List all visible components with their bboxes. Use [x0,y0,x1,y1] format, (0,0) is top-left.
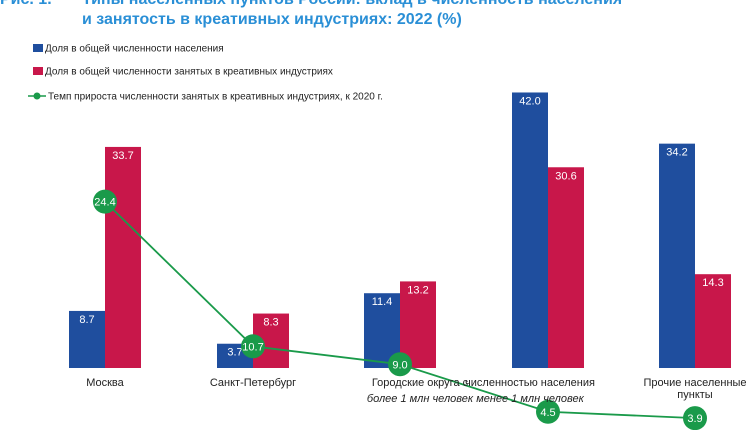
growth-marker [536,399,560,424]
bar-population [512,92,548,368]
legend-label-growth: Темп прироста численности занятых в креа… [48,92,383,103]
legend-swatch-population [33,44,43,52]
bar-value-population: 3.7 [227,347,242,359]
figure-label: Рис. 1. [0,0,52,9]
bar-creative-employment [695,274,731,368]
bar-creative-employment [548,167,584,368]
bar-value-population: 34.2 [666,147,687,159]
bar-value-population: 8.7 [79,314,94,326]
legend-label-creative-employment: Доля в общей численности занятых в креат… [45,66,333,78]
category-label: Санкт-Петербург [210,377,296,389]
growth-marker [683,406,707,430]
title-line-1: Типы населенных пунктов России: вклад в … [82,0,622,9]
category-label: Прочие населенные [643,377,746,389]
bar-population [659,143,695,368]
bar-value-population: 42.0 [519,95,540,107]
category-sublabel: более 1 млн человек [367,393,474,405]
category-label: пункты [677,389,713,401]
growth-marker [241,334,265,359]
bar-creative-employment [105,146,141,368]
bar-creative-employment [400,281,436,368]
legend-swatch-creative-employment [33,67,43,75]
bar-value-creative-employment: 33.7 [112,150,133,162]
growth-value-label: 24.4 [94,197,115,209]
title-line-2: и занятость в креативных индустриях: 202… [82,11,462,28]
legend-label-population: Доля в общей численности населения [45,43,224,55]
bar-value-creative-employment: 13.2 [407,284,428,296]
bar-value-creative-employment: 14.3 [702,277,723,289]
bar-population [69,310,105,368]
growth-value-label: 4.5 [540,407,555,419]
category-label: Городские округа с [372,377,469,389]
growth-value-label: 3.9 [687,413,702,425]
category-label: Москва [86,377,124,389]
bar-value-creative-employment: 30.6 [555,170,576,182]
growth-marker [93,189,117,214]
legend-marker-growth [33,92,41,100]
growth-marker [388,352,412,377]
category-sublabel: менее 1 млн человек [476,393,584,405]
growth-value-label: 10.7 [242,341,263,353]
bar-value-creative-employment: 8.3 [263,317,278,329]
bar-value-population: 11.4 [372,296,393,308]
category-label: численностью населения [465,377,595,389]
growth-value-label: 9.0 [392,359,407,371]
